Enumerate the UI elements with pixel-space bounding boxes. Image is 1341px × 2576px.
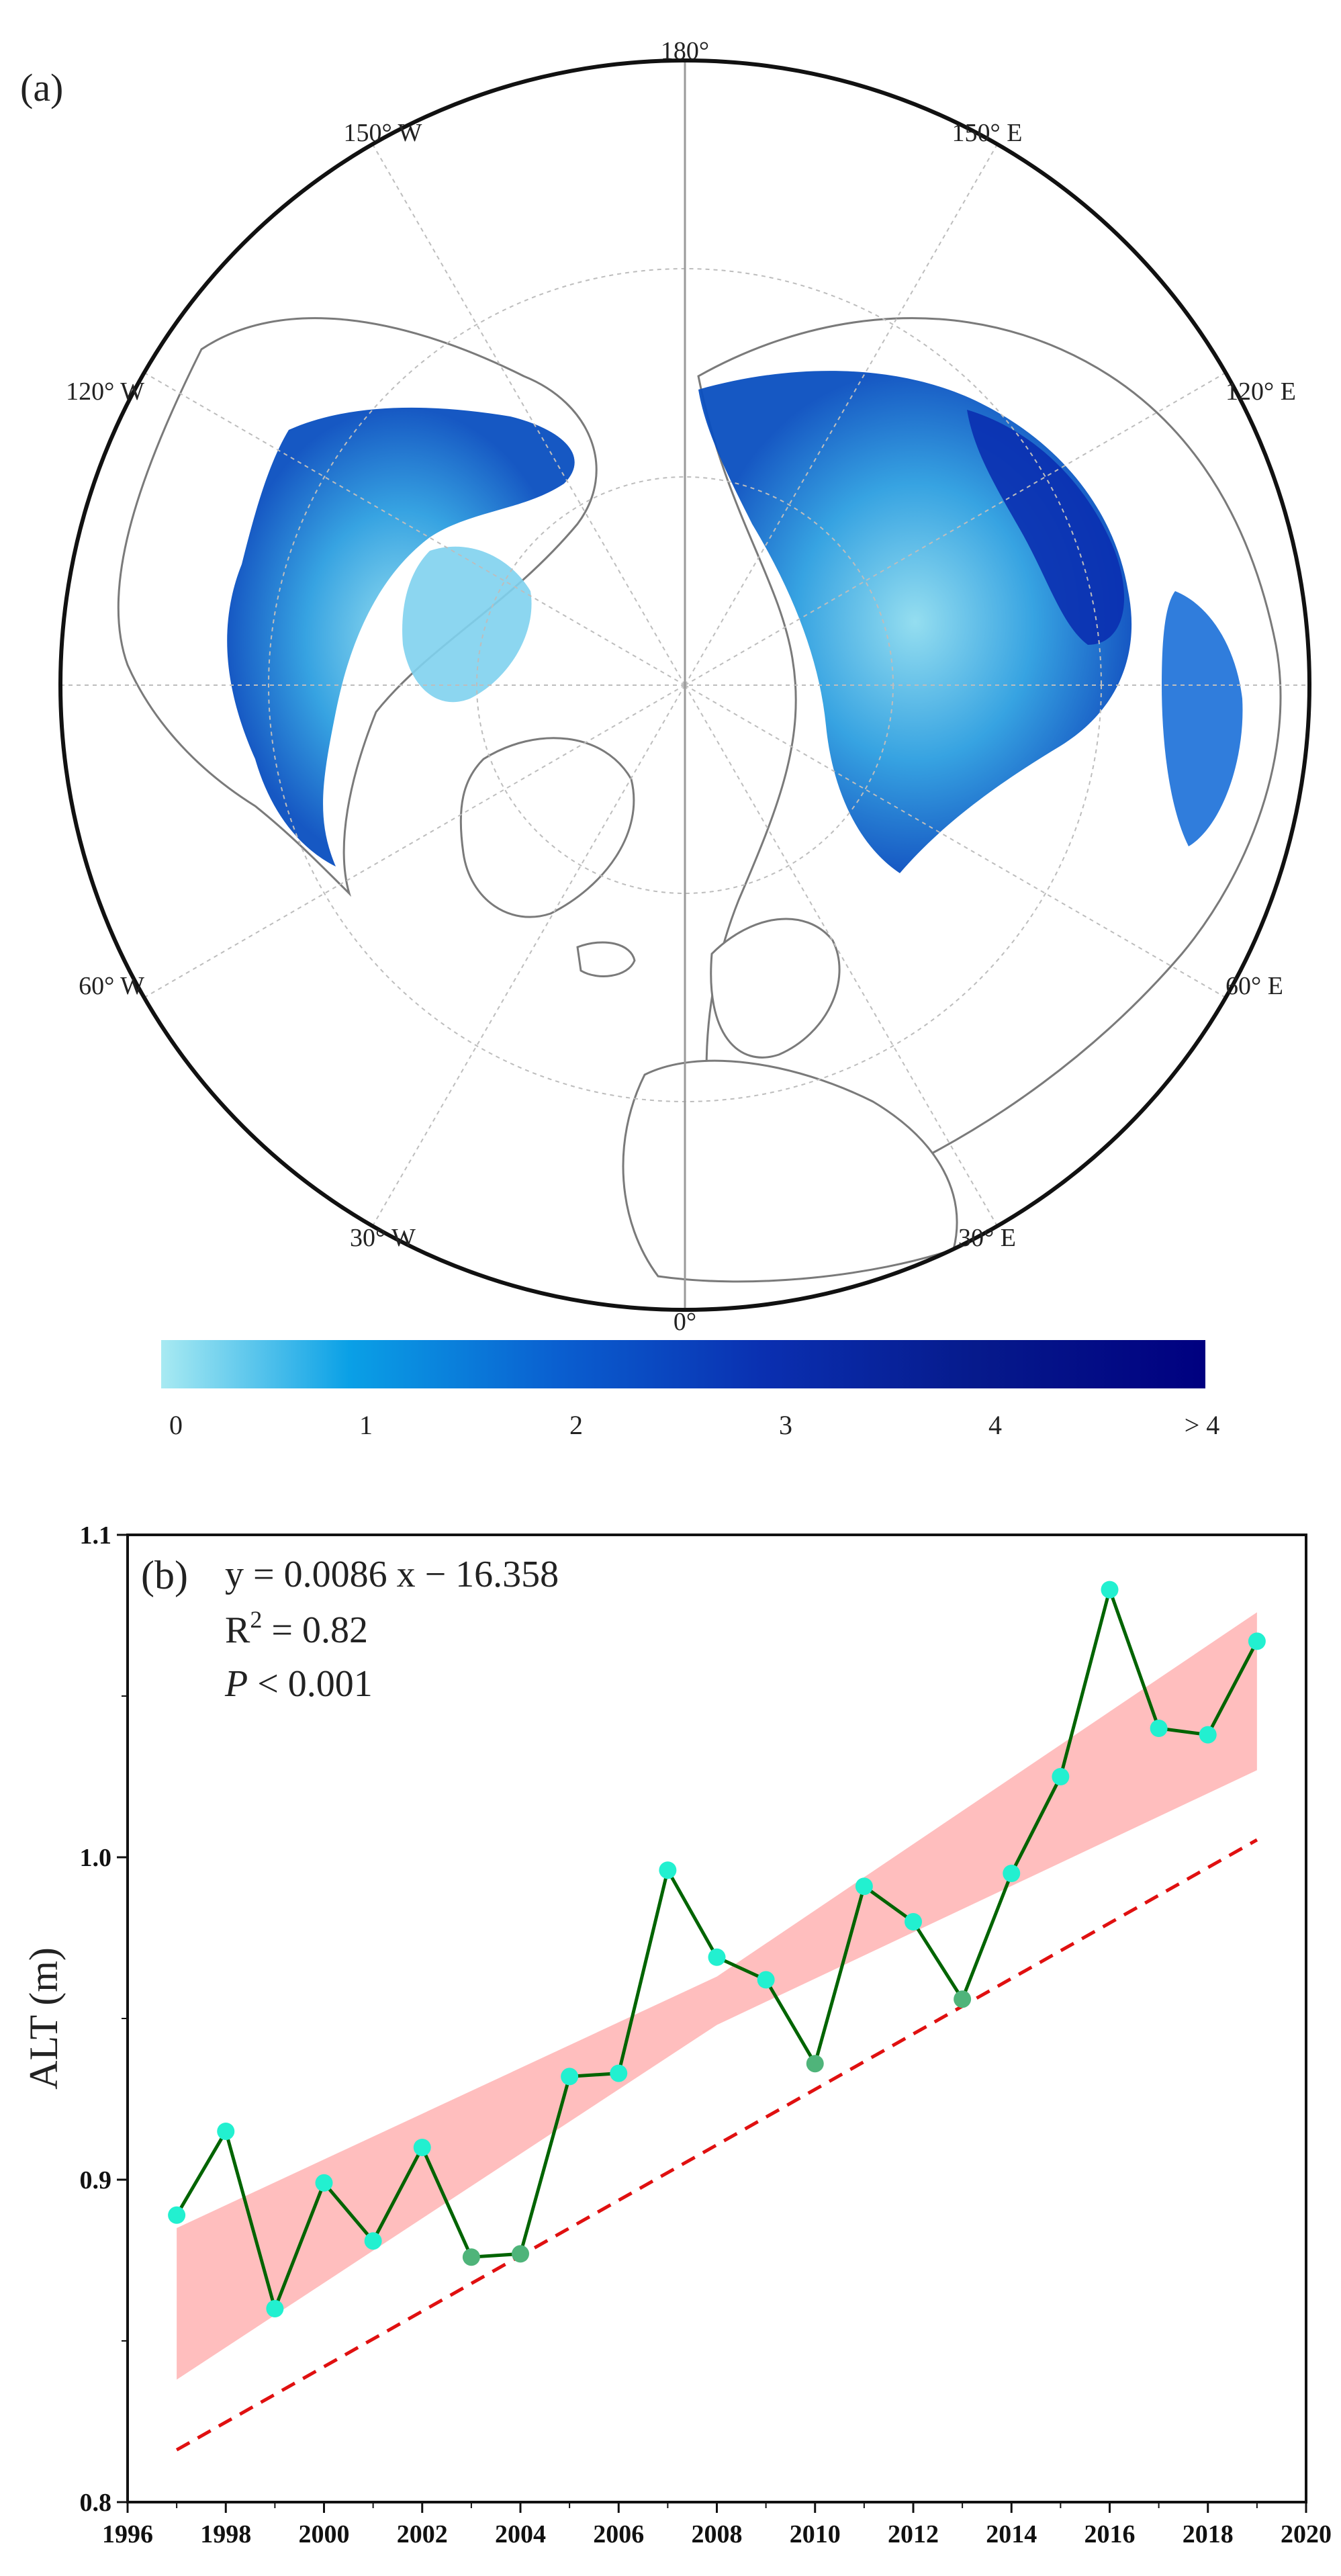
regression-equation: y = 0.0086 x − 16.358: [225, 1554, 559, 1595]
data-point: [561, 2068, 579, 2086]
x-tick-label: 2010: [790, 2520, 841, 2548]
data-point: [905, 1913, 922, 1930]
x-tick-label: 2008: [692, 2520, 743, 2548]
lon-label-0: 0°: [674, 1308, 696, 1336]
data-point: [168, 2206, 186, 2224]
data-point: [1003, 1865, 1021, 1882]
data-point: [413, 2139, 431, 2156]
data-point: [512, 2245, 529, 2263]
data-point: [217, 2123, 235, 2140]
colorbar-tick: 3: [779, 1410, 792, 1440]
alt-layer-north-america: [227, 407, 575, 867]
lon-label-60w: 60° W: [79, 972, 144, 1000]
landmass-scandinavia: [710, 918, 841, 1059]
panel-b-label: (b): [141, 1553, 188, 1597]
data-point: [1150, 1720, 1168, 1737]
p-value: P < 0.001: [224, 1663, 373, 1705]
r-squared-exponent: 2: [250, 1606, 262, 1633]
data-point: [364, 2232, 382, 2250]
colorbar-tick: > 4: [1185, 1410, 1220, 1440]
data-point: [1199, 1726, 1217, 1744]
x-tick-label: 2004: [495, 2520, 546, 2548]
panel-a-label: (a): [20, 66, 63, 109]
data-point: [757, 1971, 775, 1989]
x-tick-label: 2000: [299, 2520, 350, 2548]
x-tick-label: 2006: [593, 2520, 644, 2548]
data-point: [1101, 1581, 1119, 1599]
y-tick-label: 0.8: [80, 2489, 112, 2517]
data-point: [315, 2174, 333, 2192]
plot-area: 1996 1998 2000 2002 2004 2006 2008 2010 2012 2014…: [80, 1521, 1332, 2548]
y-tick-label: 0.9: [80, 2166, 112, 2194]
data-point: [462, 2248, 480, 2266]
x-tick-label: 2020: [1281, 2520, 1332, 2548]
panel-a: (a): [20, 37, 1311, 1440]
data-point: [1248, 1632, 1266, 1650]
fit-line: [175, 1838, 1258, 2452]
lon-label-150w: 150° W: [344, 119, 422, 147]
x-tick-label: 2016: [1084, 2520, 1136, 2548]
alt-layer-canadian-arctic: [402, 546, 532, 703]
x-tick-label: 2014: [986, 2520, 1037, 2548]
x-tick-label: 2002: [397, 2520, 448, 2548]
x-tick-label: 1998: [200, 2520, 251, 2548]
data-point: [855, 1877, 873, 1896]
p-symbol: P: [224, 1663, 248, 1705]
data-point: [954, 1990, 972, 2008]
y-tick-label: 1.0: [80, 1844, 112, 1872]
map-content: [117, 317, 1282, 1283]
panel-b: 1996 1998 2000 2002 2004 2006 2008 2010 2012 2014…: [21, 1521, 1332, 2548]
lon-label-30w: 30° W: [350, 1224, 416, 1252]
colorbar-ticks: 0 1 2 3 4 > 4: [169, 1410, 1219, 1440]
y-axis-label: ALT (m): [21, 1947, 66, 2090]
x-tick-label: 2018: [1183, 2520, 1234, 2548]
y-axis: 0.8 0.9 1.0 1.1: [80, 1521, 128, 2517]
alt-layer-tibet: [1162, 591, 1243, 846]
colorbar-tick: 1: [359, 1410, 373, 1440]
x-tick-label: 2012: [888, 2520, 939, 2548]
map-border: [58, 58, 1311, 1312]
lon-label-60e: 60° E: [1226, 972, 1283, 1000]
data-point: [1052, 1768, 1070, 1785]
x-tick-label: 1996: [102, 2520, 153, 2548]
x-axis: 1996 1998 2000 2002 2004 2006 2008 2010 2012 2014…: [102, 2502, 1332, 2548]
data-point: [266, 2300, 284, 2317]
landmass-greenland: [459, 737, 635, 918]
data-points: [168, 1581, 1266, 2317]
y-tick-label: 1.1: [80, 1521, 112, 1550]
colorbar-tick: 4: [988, 1410, 1002, 1440]
r-squared: R2 = 0.82: [225, 1606, 368, 1651]
data-point: [806, 2055, 824, 2073]
confidence-band: [177, 1612, 1257, 2380]
alt-layer-east-siberia-deep: [967, 410, 1125, 645]
data-point: [708, 1948, 726, 1966]
colorbar: [161, 1340, 1205, 1388]
data-point: [610, 2064, 628, 2082]
polar-map: [58, 58, 1311, 1312]
colorbar-tick: 0: [169, 1410, 183, 1440]
lon-label-150e: 150° E: [952, 119, 1023, 147]
r-squared-value: = 0.82: [262, 1609, 368, 1651]
r-squared-symbol: R: [225, 1609, 250, 1651]
lon-label-120e: 120° E: [1226, 377, 1296, 406]
lon-label-120w: 120° W: [66, 377, 144, 406]
data-point: [659, 1861, 677, 1879]
p-value-text: < 0.001: [248, 1663, 373, 1705]
colorbar-tick: 2: [569, 1410, 583, 1440]
lon-label-180: 180°: [661, 37, 709, 65]
landmass-iceland: [576, 941, 636, 977]
lon-label-30e: 30° E: [958, 1224, 1016, 1252]
